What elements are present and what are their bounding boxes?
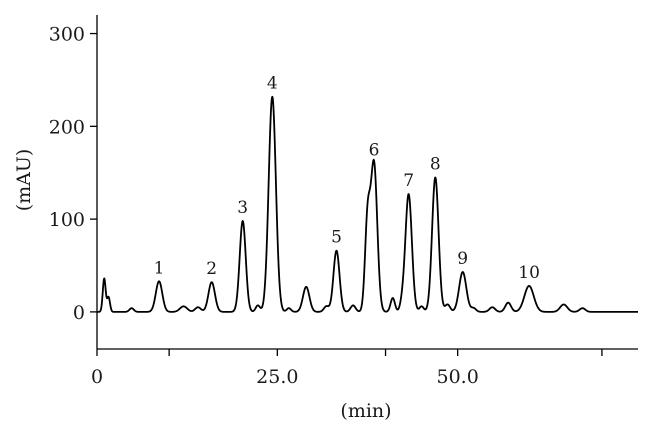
y-tick-label: 100 [49, 209, 85, 231]
peak-label-1: 1 [154, 258, 165, 278]
y-tick-label: 0 [73, 302, 85, 324]
x-tick-label: 50.0 [437, 366, 479, 388]
peak-label-6: 6 [369, 140, 380, 160]
y-tick-label: 300 [49, 24, 85, 46]
y-axis-ticks: 0 100 200 300 [49, 24, 97, 324]
peak-label-8: 8 [430, 154, 441, 174]
plot-area [96, 15, 638, 350]
x-tick-label: 0 [91, 366, 103, 388]
peak-label-2: 2 [206, 259, 217, 279]
chromatogram-trace [96, 95, 639, 313]
peak-label-7: 7 [403, 171, 414, 191]
peak-labels: 1 2 3 4 5 6 78 9 10 [154, 74, 540, 283]
x-tick-label: 25.0 [256, 366, 298, 388]
peak-label-3: 3 [237, 198, 248, 218]
peak-label-5: 5 [331, 228, 342, 248]
x-axis-label: (min) [340, 400, 391, 422]
y-tick-label: 200 [49, 116, 85, 138]
peak-label-10: 10 [518, 263, 540, 283]
peak-label-4: 4 [267, 74, 278, 94]
x-axis-ticks: 0 25.0 50.0 [91, 349, 603, 388]
peak-label-9: 9 [457, 249, 468, 269]
y-axis-label: (mAU) [13, 149, 35, 212]
